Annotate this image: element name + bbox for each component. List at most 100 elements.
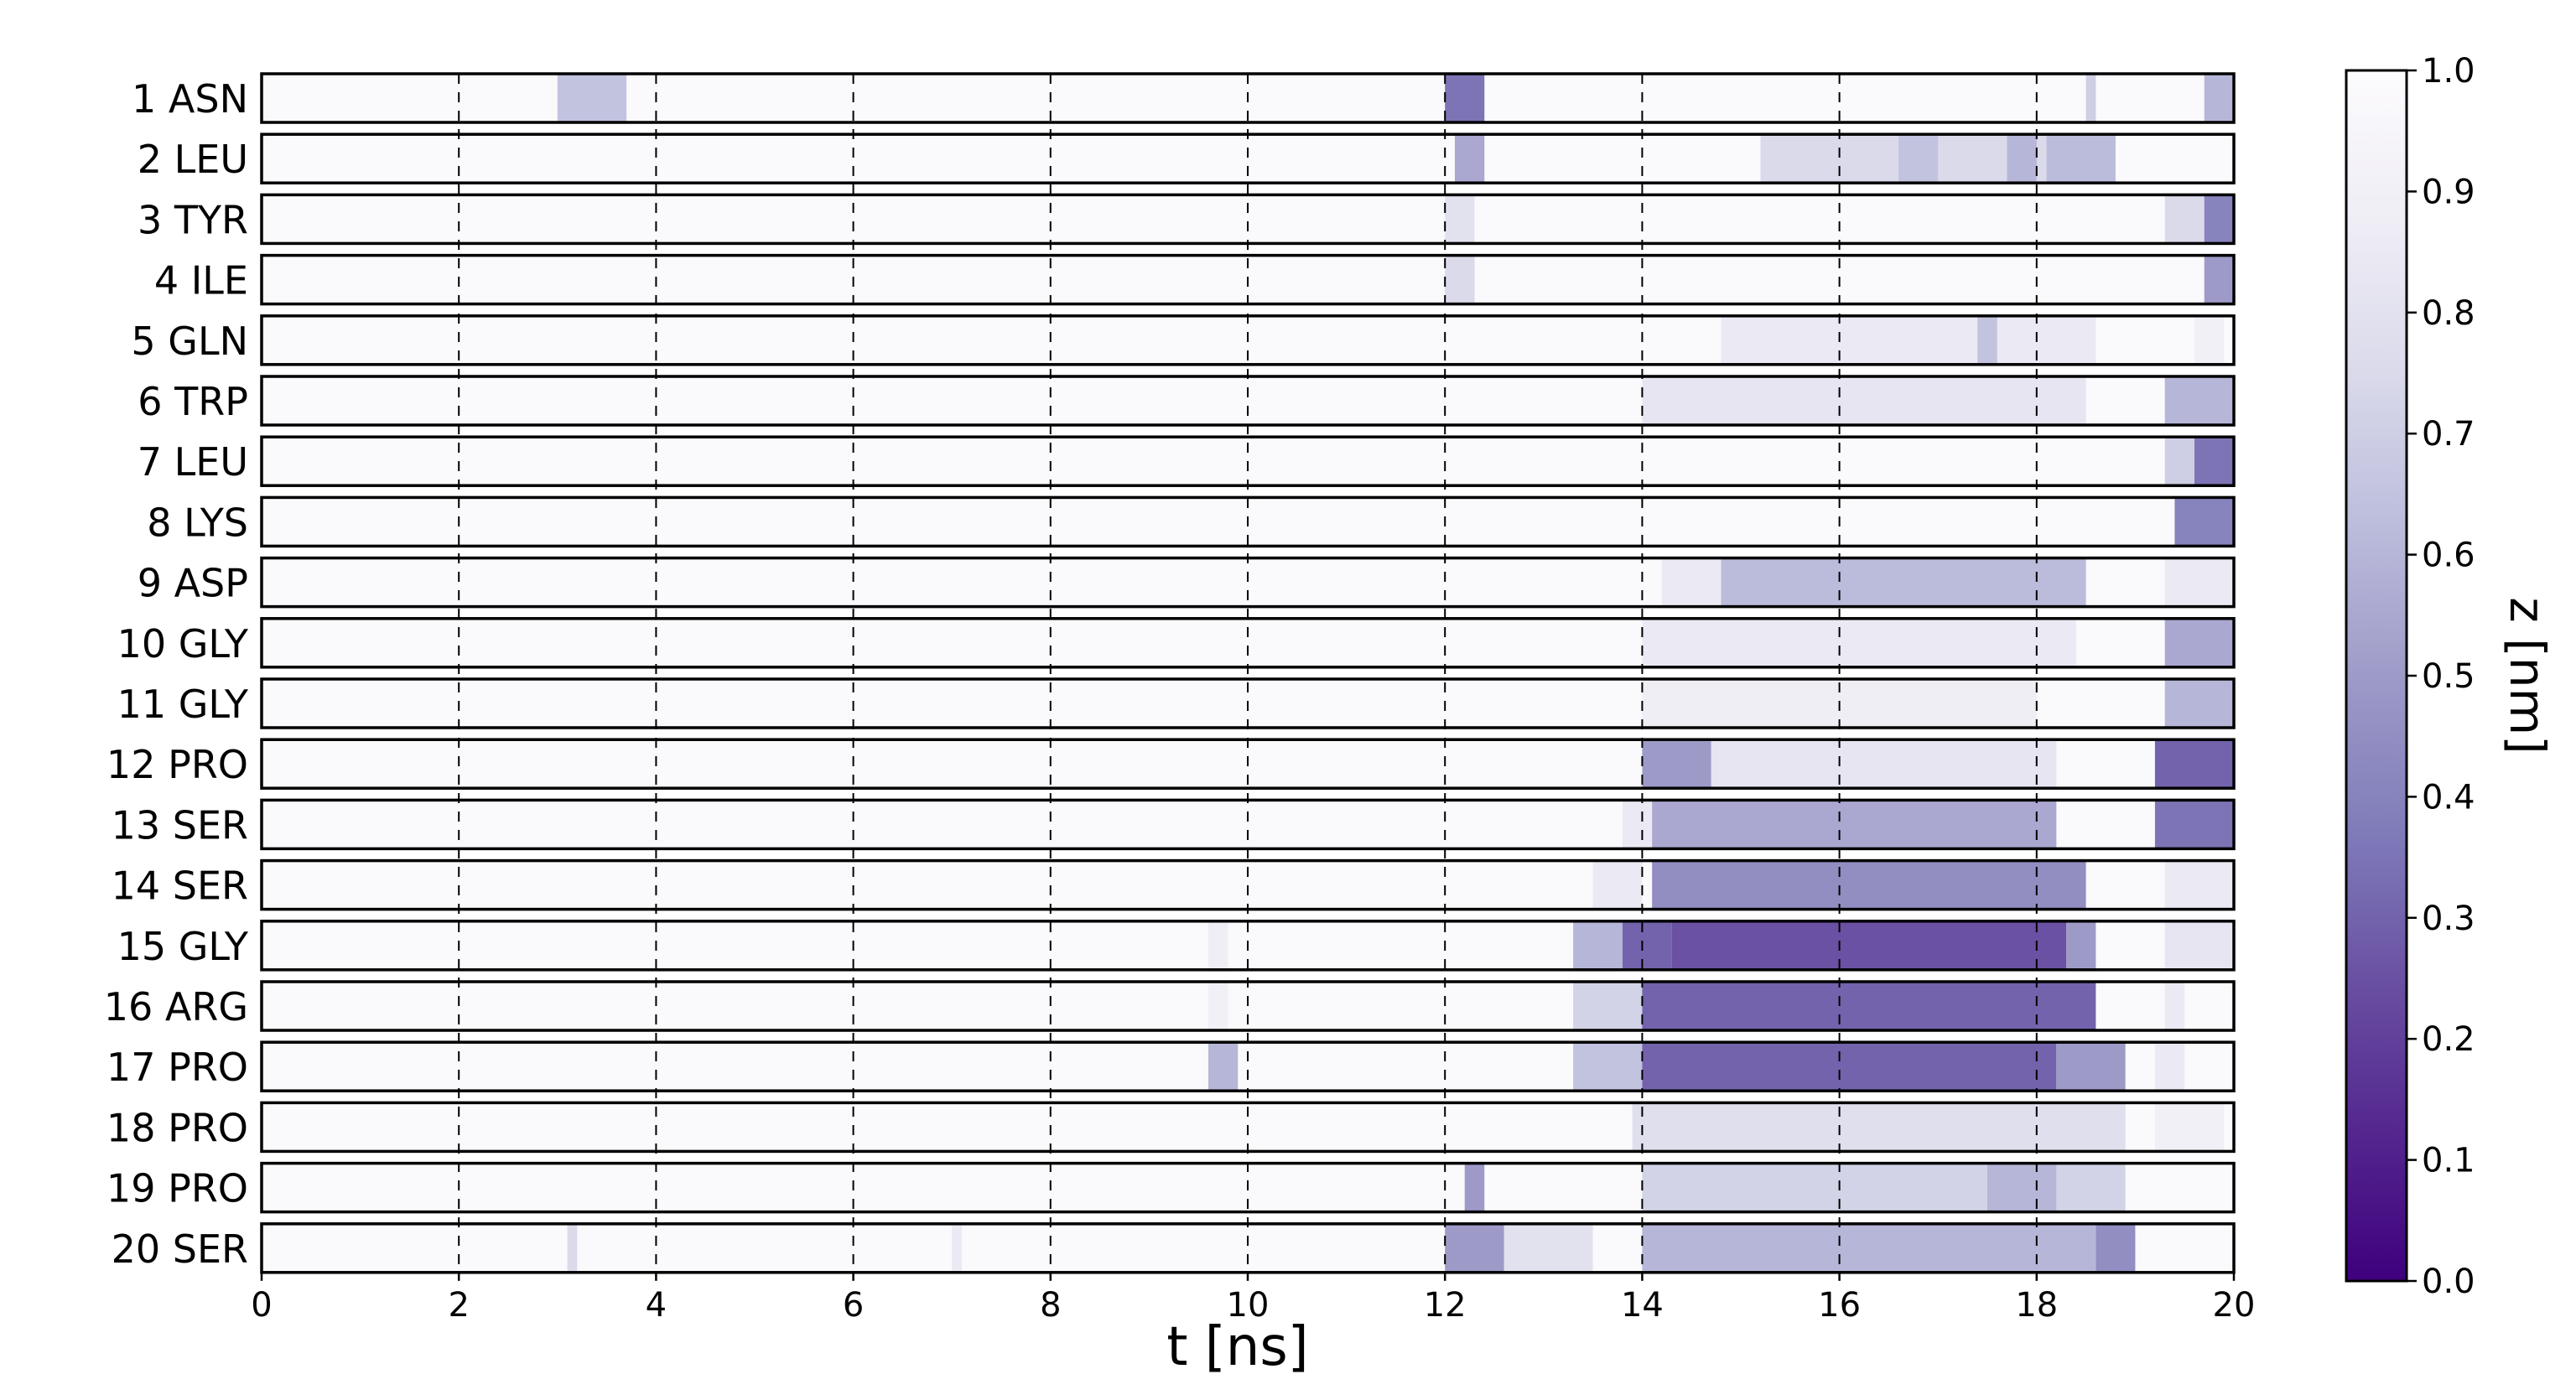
heatmap-row: 7 LEU	[138, 435, 2236, 487]
row-label: 2 LEU	[138, 137, 248, 182]
heatmap-cell	[1652, 860, 2086, 910]
heatmap-cell	[1652, 800, 2057, 849]
heatmap-cell	[567, 1223, 578, 1273]
heatmap-cell	[1898, 134, 1939, 184]
heatmap-cell	[1445, 255, 1475, 304]
heatmap-cell	[2154, 1042, 2185, 1092]
x-tick-label: 18	[2015, 1286, 2058, 1325]
heatmap-cell	[2164, 679, 2234, 728]
heatmap-cell	[1464, 1163, 1485, 1212]
heatmap-row: 10 GLY	[117, 617, 2236, 669]
heatmap-cell	[1573, 982, 1643, 1030]
heatmap-cell	[2174, 497, 2234, 547]
colorbar-tick-label: 0.4	[2422, 778, 2475, 817]
colorbar: 0.0 0.1 0.2 0.3 0.4 0.5 0.6 0.7 0.8 0.9 1.0 z [nm]	[2345, 52, 2556, 1301]
heatmap-cell	[2164, 376, 2234, 425]
row-label: 7 LEU	[138, 439, 248, 485]
heatmap-cell	[2154, 1102, 2225, 1152]
heatmap-cell	[1445, 74, 1485, 122]
row-frame	[260, 920, 2236, 972]
heatmap-cell	[1721, 557, 2086, 607]
colorbar-tick-label: 0.3	[2422, 900, 2475, 938]
heatmap-cell	[1622, 800, 1653, 849]
heatmap-cell	[1642, 739, 1711, 789]
heatmap-cell	[1987, 1163, 2057, 1212]
heatmap-row: 9 ASP	[138, 556, 2236, 609]
heatmap-row: 19 PRO	[106, 1161, 2236, 1214]
row-background	[262, 194, 2234, 244]
x-tick-label: 0	[251, 1286, 272, 1325]
heatmap-cell	[2204, 194, 2234, 244]
heatmap-cell	[2085, 74, 2096, 122]
heatmap-row: 13 SER	[112, 798, 2236, 851]
heatmap-row: 6 TRP	[138, 375, 2236, 427]
x-tick-label: 14	[1621, 1286, 1664, 1325]
heatmap-cell	[1977, 315, 1997, 365]
heatmap-cell	[1661, 557, 1722, 607]
colorbar-ticks: 0.0 0.1 0.2 0.3 0.4 0.5 0.6 0.7 0.8 0.9 1.0	[2407, 52, 2475, 1301]
heatmap-row: 12 PRO	[106, 738, 2236, 790]
heatmap-cell	[1721, 315, 2096, 365]
heatmap-cell	[1445, 1223, 1504, 1273]
heatmap-row: 8 LYS	[147, 495, 2236, 548]
heatmap-row: 18 PRO	[106, 1101, 2236, 1154]
row-label: 13 SER	[112, 802, 248, 848]
heatmap-cell	[1632, 1102, 2126, 1152]
heatmap-cell	[2164, 194, 2205, 244]
heatmap-cell	[2096, 1223, 2136, 1273]
heatmap-cell	[1671, 920, 2067, 970]
row-label: 17 PRO	[106, 1045, 248, 1090]
heatmap-cell	[1711, 739, 2057, 789]
heatmap-row: 11 GLY	[117, 677, 2236, 729]
heatmap-cell	[1573, 920, 1623, 970]
heatmap-cell	[2164, 860, 2234, 910]
colorbar-tick-label: 1.0	[2422, 52, 2475, 91]
heatmap-cell	[2194, 437, 2234, 486]
heatmap-cell	[1642, 982, 2096, 1030]
heatmap-cell	[1454, 134, 1485, 184]
colorbar-tick-label: 0.1	[2422, 1142, 2475, 1180]
row-label: 4 ILE	[154, 258, 248, 303]
heatmap-cell	[2164, 982, 2185, 1030]
heatmap-row: 14 SER	[112, 858, 2236, 911]
heatmap-cell	[1208, 1042, 1239, 1092]
colorbar-tick-label: 0.7	[2422, 415, 2475, 454]
row-label: 15 GLY	[117, 924, 249, 969]
row-label: 1 ASN	[132, 76, 248, 122]
row-label: 20 SER	[112, 1226, 248, 1272]
heatmap-row: 4 ILE	[154, 253, 2236, 306]
heatmap-cell	[2204, 255, 2234, 304]
heatmap-cell	[2164, 920, 2234, 970]
x-tick-label: 20	[2213, 1286, 2256, 1325]
heatmap-cell	[2164, 437, 2194, 486]
heatmap-cell	[1642, 1223, 2096, 1273]
heatmap-cell	[1642, 618, 2076, 667]
x-tick-label: 16	[1818, 1286, 1861, 1325]
heatmap-cell	[1208, 920, 1228, 970]
colorbar-tick-label: 0.6	[2422, 537, 2475, 575]
heatmap-cell	[2046, 134, 2116, 184]
heatmap-cell	[2154, 800, 2234, 849]
heatmap-cell	[557, 74, 627, 122]
heatmap-cell	[1642, 1042, 2057, 1092]
heatmap-row: 20 SER	[112, 1222, 2236, 1274]
colorbar-tick-label: 0.5	[2422, 657, 2475, 696]
row-label: 8 LYS	[147, 500, 248, 545]
heatmap-row: 15 GLY	[117, 920, 2236, 972]
x-tick-label: 4	[646, 1286, 667, 1325]
row-label: 12 PRO	[106, 742, 248, 787]
heatmap-cell	[1622, 920, 1672, 970]
row-label: 11 GLY	[117, 682, 249, 727]
x-tick-label: 6	[843, 1286, 864, 1325]
heatmap-row: 17 PRO	[106, 1040, 2236, 1092]
x-axis-label: t [ns]	[1166, 1316, 1308, 1378]
heatmap-cell	[1504, 1223, 1593, 1273]
colorbar-tick-label: 0.2	[2422, 1020, 2475, 1059]
row-label: 3 TYR	[138, 197, 248, 242]
heatmap-cell	[2007, 134, 2037, 184]
heatmap-cell	[2154, 739, 2234, 789]
heatmap-row: 5 GLN	[131, 314, 2236, 366]
colorbar-label: z [nm]	[2499, 597, 2556, 754]
heatmap-cell	[2204, 74, 2234, 122]
